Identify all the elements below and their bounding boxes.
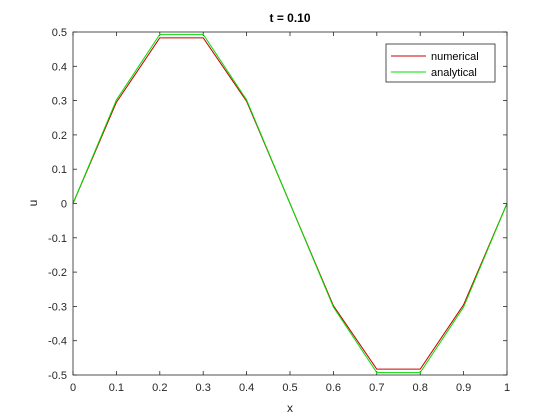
chart-title: t = 0.10 — [269, 11, 310, 25]
x-axis-label: x — [287, 401, 293, 415]
y-tick-label: 0.2 — [52, 130, 67, 142]
legend-box — [385, 43, 496, 83]
series-line-analytical — [72, 33, 508, 374]
tick-labels: 0 0.1 0.2 0.3 0.4 0.5 0.6 0.7 0.8 0.9 1 0.5 0.4 0.3 0.… — [48, 27, 510, 394]
x-tick-label: 0.8 — [413, 382, 428, 394]
legend-label-analytical: analytical — [431, 67, 477, 79]
y-tick-label: 0.5 — [52, 27, 67, 39]
x-tick-label: 0.5 — [282, 382, 297, 394]
x-tick-label: 0.2 — [152, 382, 167, 394]
y-tick-label: -0.2 — [48, 267, 67, 279]
x-tick-label: 0.1 — [109, 382, 124, 394]
x-tick-label: 0.4 — [239, 382, 254, 394]
y-tick-label: 0.3 — [52, 96, 67, 108]
y-axis-label: u — [26, 200, 40, 207]
legend: numerical analytical — [385, 43, 496, 83]
y-tick-label: -0.1 — [48, 233, 67, 245]
legend-label-numerical: numerical — [431, 51, 479, 63]
y-tick-label: 0 — [61, 199, 67, 211]
y-tick-label: -0.4 — [48, 336, 67, 348]
y-tick-label: 0.1 — [52, 164, 67, 176]
series-layer — [72, 33, 508, 374]
y-tick-label: -0.3 — [48, 301, 67, 313]
x-tick-label: 1 — [504, 382, 510, 394]
x-tick-label: 0.7 — [369, 382, 384, 394]
x-tick-label: 0.6 — [326, 382, 341, 394]
y-tick-label: -0.5 — [48, 370, 67, 382]
y-tick-label: 0.4 — [52, 61, 67, 73]
axes-box — [72, 31, 508, 376]
x-tick-label: 0 — [70, 382, 76, 394]
x-tick-label: 0.3 — [196, 382, 211, 394]
x-tick-label: 0.9 — [456, 382, 471, 394]
